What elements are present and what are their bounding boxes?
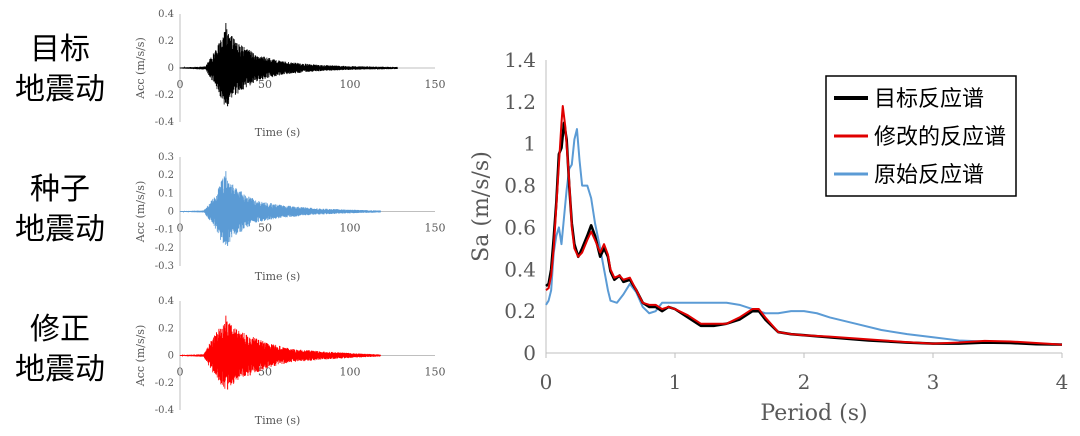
x-tick-label: 150 (425, 366, 446, 379)
x-tick-label: 100 (340, 222, 361, 235)
row-label-line2: 地震动 (15, 212, 105, 247)
y-tick-label: 0 (168, 63, 174, 74)
y-tick-label: 0.4 (504, 257, 536, 281)
y-tick-label: -0.4 (155, 117, 174, 128)
row-label-line1: 修正 (30, 312, 90, 347)
x-tick-label: 2 (798, 370, 811, 394)
x-tick-label: 50 (258, 78, 272, 91)
y-tick-label: 0.8 (504, 174, 536, 198)
y-tick-label: 0.2 (158, 36, 174, 47)
x-tick-label: 50 (258, 222, 272, 235)
y-tick-label: 0 (523, 341, 536, 365)
y-axis-label: Acc (m/s/s) (134, 181, 147, 243)
x-tick-label: 0 (177, 222, 184, 235)
y-tick-label: 0.2 (158, 323, 174, 334)
row-label-target: 目标 地震动 (0, 30, 120, 110)
y-tick-label: -0.4 (155, 405, 174, 416)
y-tick-label: 0.4 (158, 9, 174, 20)
x-axis-label: Time (s) (255, 270, 301, 283)
y-tick-label: 1 (523, 132, 536, 156)
x-tick-label: 4 (1056, 370, 1069, 394)
row-label-line1: 种子 (30, 172, 90, 207)
y-tick-label: -0.2 (155, 90, 174, 101)
y-tick-label: 0.6 (504, 215, 536, 239)
y-tick-label: 0.4 (158, 296, 174, 307)
row-label-modified: 修正 地震动 (0, 310, 120, 390)
legend-label: 目标反应谱 (874, 87, 984, 112)
y-axis-label: Acc (m/s/s) (134, 37, 147, 99)
x-tick-label: 150 (425, 222, 446, 235)
row-label-line2: 地震动 (15, 352, 105, 387)
y-tick-label: -0.2 (155, 243, 174, 254)
y-axis-label: Acc (m/s/s) (134, 325, 147, 387)
response-spectrum-chart: 0 0.2 0.4 0.6 0.8 1 1.2 1.4 0 1 2 3 4 Period (s) Sa (m… (469, 48, 1068, 426)
acceleration-trace (179, 23, 398, 107)
y-tick-label: -0.2 (155, 378, 174, 389)
row-label-line1: 目标 (30, 32, 90, 67)
x-tick-label: 50 (258, 366, 272, 379)
x-axis-label: Time (s) (255, 126, 301, 139)
x-tick-label: 1 (669, 370, 682, 394)
y-tick-label: 0.3 (158, 152, 174, 163)
acceleration-trace (179, 315, 381, 390)
x-tick-label: 3 (927, 370, 940, 394)
y-tick-label: 0.2 (504, 299, 536, 323)
x-tick-label: 150 (425, 78, 446, 91)
y-tick-label: 0 (168, 207, 174, 218)
legend-label: 修改的反应谱 (874, 125, 1006, 150)
y-tick-label: -0.3 (155, 261, 174, 272)
spectrum-series-line-2 (545, 105, 1063, 346)
y-tick-label: 1.4 (504, 48, 536, 72)
y-tick-label: 0 (168, 351, 174, 362)
y-tick-label: 0.2 (158, 170, 174, 181)
x-tick-label: 0 (540, 370, 553, 394)
y-tick-label: 0.1 (158, 188, 174, 199)
x-tick-label: 100 (340, 78, 361, 91)
row-label-seed: 种子 地震动 (0, 170, 120, 250)
y-axis-label: Sa (m/s/s) (469, 151, 494, 262)
x-axis-label: Period (s) (760, 401, 867, 426)
x-tick-label: 0 (177, 366, 184, 379)
acceleration-trace (179, 171, 381, 246)
row-label-line2: 地震动 (15, 72, 105, 107)
legend-label: 原始反应谱 (874, 163, 984, 188)
y-tick-label: -0.1 (155, 225, 174, 236)
y-tick-label: 1.2 (504, 90, 536, 114)
x-tick-label: 100 (340, 366, 361, 379)
x-axis-label: Time (s) (255, 414, 301, 427)
x-tick-label: 0 (177, 78, 184, 91)
